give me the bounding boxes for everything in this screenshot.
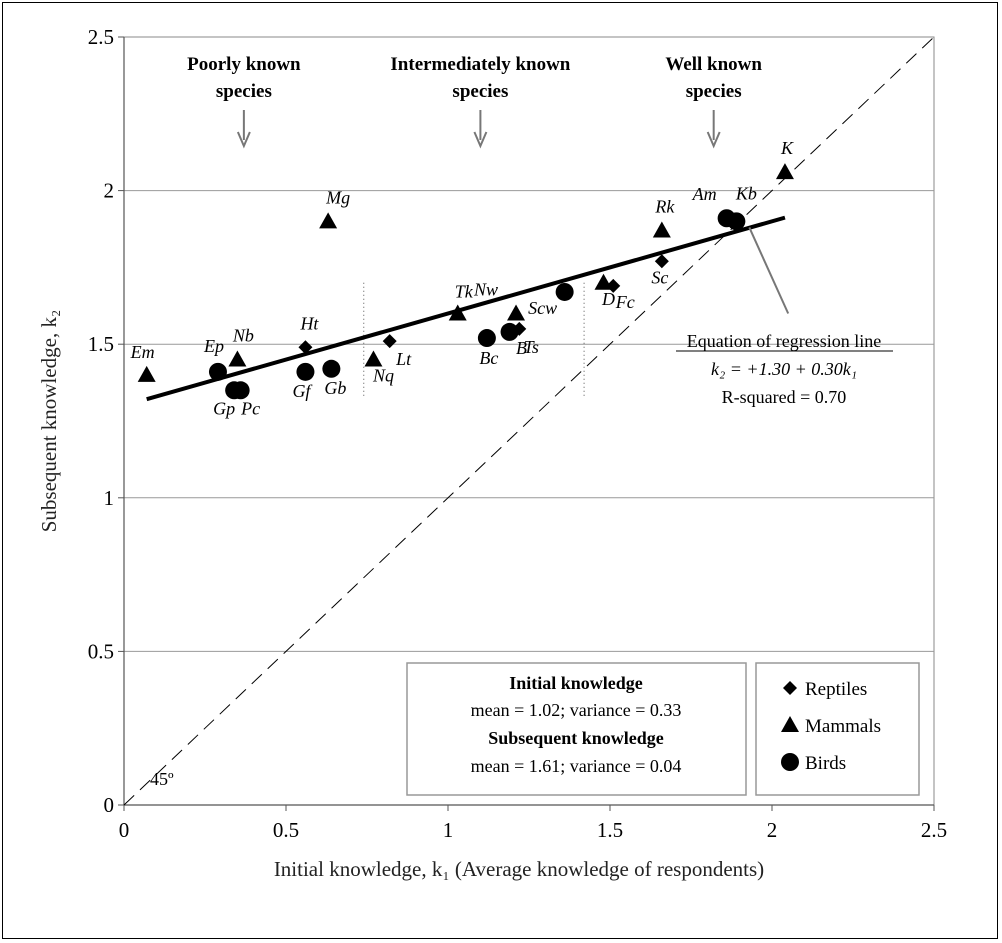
- regression-line: [146, 215, 786, 402]
- legend-marker-reptiles: [783, 681, 797, 695]
- annotation-2-line-1: species: [686, 81, 742, 102]
- y-tick-label-5: 2.5: [88, 25, 114, 49]
- point-mammals-nq: [364, 350, 383, 367]
- stats-initial-title: Initial knowledge: [509, 673, 643, 693]
- point-label-ep: Ep: [203, 336, 224, 356]
- point-label-am: Am: [692, 184, 717, 204]
- point-birds-b: [500, 322, 519, 341]
- annotation-arrow-head-1: [473, 131, 488, 149]
- reference-line-45: [123, 36, 935, 806]
- point-label-ht: Ht: [299, 313, 319, 333]
- point-label-lt: Lt: [395, 349, 412, 369]
- point-label-sc: Sc: [651, 267, 668, 287]
- y-tick-label-2: 1: [104, 486, 115, 510]
- stats-box: [406, 662, 747, 796]
- annotation-0-line-1: species: [216, 81, 272, 102]
- point-birds-kb: [727, 212, 746, 231]
- y-tick-label-0: 0: [104, 793, 115, 817]
- annotation-0-line-0: Poorly known: [187, 54, 301, 75]
- point-label-em: Em: [130, 342, 155, 362]
- point-label-b: B: [516, 338, 527, 358]
- point-birds-pc: [231, 381, 250, 400]
- legend-label-reptiles: Reptiles: [805, 679, 867, 700]
- point-label-fc: Fc: [615, 292, 635, 312]
- legend: Reptiles Mammals Birds: [755, 662, 920, 796]
- y-axis-label: Subsequent knowledge, k₂: [37, 310, 61, 533]
- y-tick-label-3: 1.5: [88, 332, 114, 356]
- y-tick-label-1: 0.5: [88, 639, 114, 663]
- point-reptiles-lt: [382, 334, 397, 349]
- equation-text: k₂ = +1.30 + 0.30k₁: [711, 359, 857, 379]
- x-tick-label-4: 2: [767, 818, 778, 842]
- equation-pointer: [748, 227, 790, 314]
- point-reptiles-ht: [298, 340, 313, 355]
- annotation-arrow-head-2: [706, 131, 721, 149]
- point-reptiles-sc: [654, 254, 669, 269]
- point-label-gp: Gp: [213, 398, 235, 418]
- point-label-gb: Gb: [324, 378, 346, 398]
- point-mammals-rk: [652, 221, 671, 238]
- point-mammals-d: [594, 273, 613, 290]
- equation-title: Equation of regression line: [687, 331, 881, 351]
- x-tick-label-5: 2.5: [921, 818, 947, 842]
- legend-marker-mammals: [781, 716, 799, 732]
- point-birds-bc: [477, 329, 496, 348]
- point-label-mg: Mg: [325, 187, 350, 207]
- legend-marker-birds: [781, 753, 799, 771]
- x-tick-label-1: 0.5: [273, 818, 299, 842]
- annotation-2-line-0: Well known: [665, 54, 762, 75]
- stats-subsequent-values: mean = 1.61; variance = 0.04: [471, 756, 682, 776]
- x-axis-label: Initial knowledge, k₁ (Average knowledge…: [274, 857, 764, 881]
- point-label-tk: Tk: [455, 281, 474, 301]
- point-label-ts: Ts: [524, 337, 539, 357]
- point-label-pc: Pc: [240, 398, 260, 418]
- point-birds-gf: [296, 362, 315, 381]
- stats-subsequent-title: Subsequent knowledge: [488, 728, 664, 748]
- y-tick-label-4: 2: [104, 179, 115, 203]
- point-label-bc: Bc: [479, 348, 498, 368]
- x-tick-label-3: 1.5: [597, 818, 623, 842]
- point-birds-scw: [555, 282, 574, 301]
- legend-label-mammals: Mammals: [805, 716, 881, 737]
- point-label-rk: Rk: [654, 197, 675, 217]
- point-label-k: K: [780, 138, 794, 158]
- point-mammals-nb: [228, 350, 247, 367]
- point-mammals-mg: [319, 212, 338, 229]
- point-mammals-k: [775, 163, 794, 180]
- point-mammals-em: [137, 365, 156, 382]
- annotation-1-line-1: species: [452, 81, 508, 102]
- reference-line-label: 45º: [150, 769, 174, 789]
- point-label-gf: Gf: [292, 381, 313, 401]
- annotation-1-line-0: Intermediately known: [390, 54, 570, 75]
- point-label-nb: Nb: [232, 326, 254, 346]
- point-label-scw: Scw: [528, 298, 557, 318]
- legend-label-birds: Birds: [805, 753, 846, 774]
- point-label-kb: Kb: [735, 183, 757, 203]
- point-label-d: D: [601, 289, 615, 309]
- point-birds-gb: [322, 359, 341, 378]
- x-tick-label-0: 0: [119, 818, 130, 842]
- point-label-nw: Nw: [473, 279, 498, 299]
- point-mammals-nw: [507, 304, 526, 321]
- x-tick-label-2: 1: [443, 818, 454, 842]
- annotation-arrow-head-0: [236, 131, 251, 149]
- stats-initial-values: mean = 1.02; variance = 0.33: [471, 700, 682, 720]
- point-mammals-tk: [448, 304, 467, 321]
- point-birds-ep: [208, 362, 227, 381]
- r-squared-text: R-squared = 0.70: [722, 387, 847, 407]
- point-label-nq: Nq: [372, 366, 394, 386]
